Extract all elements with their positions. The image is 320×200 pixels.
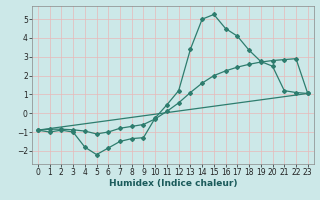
X-axis label: Humidex (Indice chaleur): Humidex (Indice chaleur) (108, 179, 237, 188)
